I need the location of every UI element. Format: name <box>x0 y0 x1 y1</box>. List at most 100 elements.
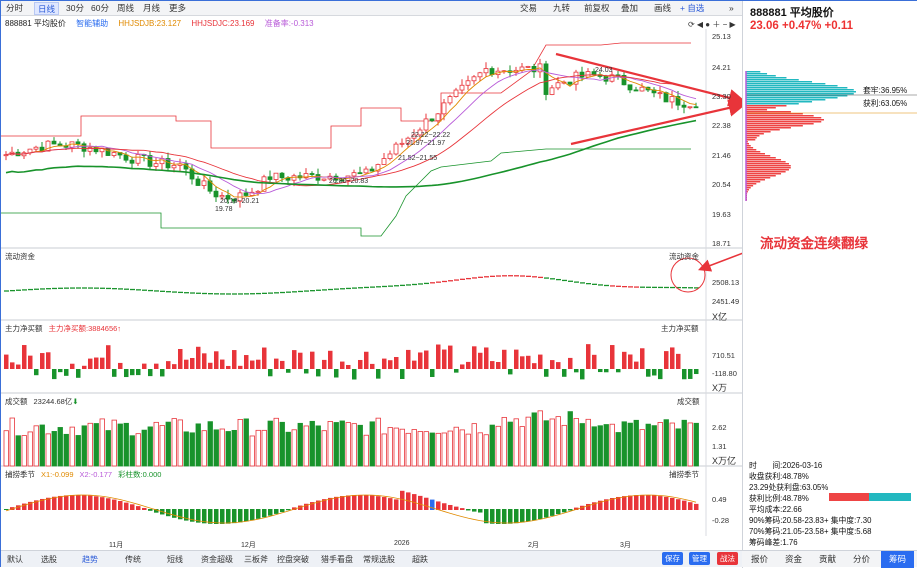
strategy-item[interactable]: 传统 <box>125 555 141 564</box>
season-bar <box>76 495 81 510</box>
strategy-item[interactable]: 选股 <box>41 555 57 564</box>
chart-controls[interactable]: ⟳ ◀ ● ＋ − ▶ <box>688 20 736 29</box>
chip-bar <box>746 163 789 165</box>
tab-60min[interactable]: 60分 <box>91 3 109 13</box>
net-bar <box>244 355 249 369</box>
kline-chart[interactable] <box>1 1 742 550</box>
tab-price-split[interactable]: 分价 <box>852 554 870 564</box>
season-bar <box>622 496 627 510</box>
save-button[interactable]: 保存 <box>662 552 683 565</box>
strategy-item[interactable]: 超跌 <box>412 555 428 564</box>
avg-cost: 平均成本:22.66 <box>749 505 802 514</box>
draw-line-button[interactable]: 画线 <box>654 3 672 13</box>
volume-bar <box>267 420 273 467</box>
volume-bar <box>15 435 21 467</box>
volume-bar <box>27 431 33 467</box>
net-bar <box>100 357 105 369</box>
quote-price: 23.06 +0.47% +0.11 <box>750 20 853 32</box>
tab-chips[interactable]: 筹码 <box>881 551 914 568</box>
strategy-item[interactable]: 三板斧 <box>244 555 268 564</box>
tab-monthly[interactable]: 月线 <box>143 3 161 13</box>
arrow <box>570 99 742 146</box>
season-bar <box>256 509 261 519</box>
trade-button[interactable]: 交易 <box>520 3 538 13</box>
season-bar <box>304 503 309 510</box>
season-bar <box>664 496 669 510</box>
strategy-item[interactable]: 控盘突破 <box>277 555 309 564</box>
tab-weekly[interactable]: 周线 <box>117 3 135 13</box>
volume-bar <box>567 411 573 467</box>
net-bar <box>394 357 399 369</box>
season-bar <box>454 506 459 510</box>
add-watchlist-button[interactable]: + 自选 <box>680 3 705 13</box>
manage-button[interactable]: 管理 <box>689 552 710 565</box>
season-bar <box>508 509 513 524</box>
net-bar <box>454 369 459 373</box>
chip-bar <box>746 155 771 157</box>
season-bar <box>484 509 489 524</box>
strategy-item[interactable]: 资金超级 <box>201 555 233 564</box>
net-bar <box>94 357 99 369</box>
net-bar <box>118 362 123 369</box>
volume-bar <box>351 423 357 467</box>
volume-bar <box>213 429 219 467</box>
strategy-item[interactable]: 短线 <box>167 555 183 564</box>
candle <box>351 172 357 177</box>
tab-intraday[interactable]: 分时 <box>6 3 24 13</box>
candle <box>309 173 315 175</box>
season-bar <box>370 495 375 510</box>
strategy-item-active[interactable]: 趋势 <box>82 555 98 564</box>
season-bar <box>550 509 555 516</box>
volume-bar <box>51 431 57 467</box>
more-menu[interactable]: 更多 <box>169 3 187 13</box>
candle <box>489 68 495 76</box>
volume-bar <box>171 418 177 467</box>
volume-bar <box>483 434 489 467</box>
season-bar <box>394 499 399 510</box>
tab-daily[interactable]: 日线 <box>34 2 60 15</box>
chip-bar <box>746 135 760 137</box>
tab-quote[interactable]: 报价 <box>750 554 768 564</box>
candle <box>657 92 663 95</box>
net-bar <box>508 369 513 375</box>
season-bar <box>118 500 123 510</box>
vol-title-right: 成交额 <box>677 397 700 406</box>
adjust-button[interactable]: 前复权 <box>584 3 610 13</box>
net-bar <box>142 363 147 369</box>
overlay-button[interactable]: 叠加 <box>621 3 639 13</box>
strategy-item[interactable]: 默认 <box>7 555 23 564</box>
net-bar <box>358 359 363 369</box>
smart-assist-toggle[interactable]: 智能辅助 <box>76 19 109 28</box>
volume-bar <box>603 424 609 467</box>
volume-bar <box>3 430 9 467</box>
candle <box>303 173 309 179</box>
x-tick: 2月 <box>528 542 539 549</box>
nine-turn-button[interactable]: 九转 <box>553 3 571 13</box>
tab-30min[interactable]: 30分 <box>66 3 84 13</box>
expand-icon[interactable]: » <box>729 3 734 13</box>
strategy-item[interactable]: 常规选股 <box>363 555 395 564</box>
chip-bar <box>746 187 751 189</box>
annotation: 19.78 <box>215 206 233 213</box>
volume-bar <box>537 410 543 467</box>
tab-contribution[interactable]: 贡献 <box>818 554 836 564</box>
hhjsdjc-value: HHJSDJC:23.169 <box>191 19 255 28</box>
candle <box>465 80 471 86</box>
season-bar <box>520 509 525 523</box>
season-bar <box>328 497 333 510</box>
season-bar <box>28 501 33 510</box>
volume-bar <box>243 418 249 467</box>
tab-fund[interactable]: 资金 <box>784 554 802 564</box>
chip-bar <box>746 121 822 123</box>
volume-bar <box>321 430 327 467</box>
volume-bar <box>513 418 519 467</box>
tactics-button[interactable]: 战法 <box>717 552 738 565</box>
candle <box>399 142 405 145</box>
volume-bar <box>573 418 579 467</box>
season-title-right: 捕捞季节 <box>669 470 699 479</box>
season-bar <box>250 509 255 521</box>
net-bar <box>664 351 669 369</box>
strategy-item[interactable]: 猎手看盘 <box>321 555 353 564</box>
season-tick: 0.49 <box>712 495 727 504</box>
net-bar <box>460 364 465 369</box>
